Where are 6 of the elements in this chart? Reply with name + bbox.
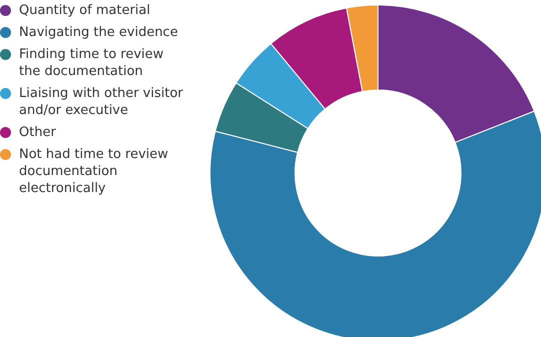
legend-label: Liaising with other visitor and/or executive [19, 85, 184, 119]
legend-label: Finding time to review the documentation [19, 46, 165, 80]
legend-label: Other [19, 124, 56, 141]
legend-label: Not had time to review documentation electronically [19, 146, 170, 197]
legend-label: Navigating the evidence [19, 24, 178, 41]
legend-label: Quantity of material [19, 2, 150, 19]
